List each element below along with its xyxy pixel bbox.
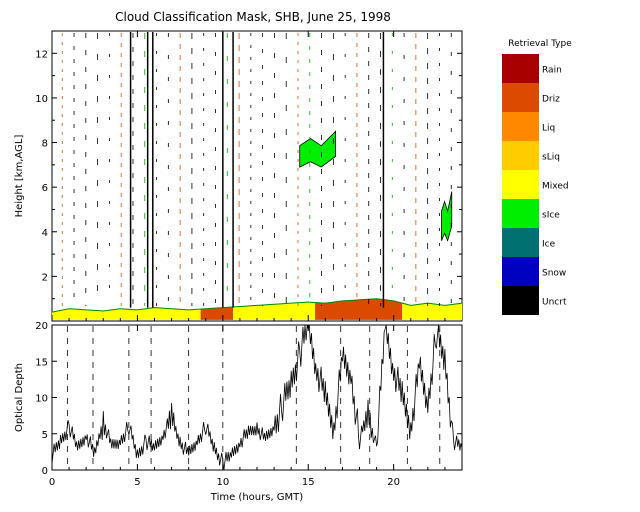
optical-depth-data <box>51 324 463 471</box>
legend-swatch-sliq <box>502 141 539 170</box>
height-axis-ticks: 2 4 6 8 10 12 <box>35 30 462 300</box>
legend-label-snow: Snow <box>542 269 566 279</box>
cloud-layer-mixed <box>52 307 201 320</box>
legend-label-mixed: Mixed <box>542 182 569 192</box>
sice-patch <box>441 191 453 242</box>
optical-depth-tick-label: 10 <box>35 394 48 405</box>
cloud-mask-panel: 2 4 6 8 10 12 Height [km,AGL] <box>14 30 463 322</box>
time-tick-label: 15 <box>302 477 315 488</box>
cloud-layer-driz <box>200 306 234 320</box>
height-axis-label: Height [km,AGL] <box>14 135 25 218</box>
legend-swatch-sice <box>502 199 539 228</box>
legend-swatch-mixed <box>502 170 539 199</box>
time-axis-label: Time (hours, GMT) <box>210 492 304 503</box>
time-tick-label: 20 <box>387 477 400 488</box>
legend-label-uncrt: Uncrt <box>542 298 567 308</box>
cloud-mask-plot-area <box>51 30 463 322</box>
height-tick-label: 10 <box>35 94 48 105</box>
cloud-mask-data <box>51 32 463 320</box>
legend-swatch-ice <box>502 228 539 257</box>
optical-depth-tick-label: 5 <box>42 430 48 441</box>
legend-label-sliq: sLiq <box>542 153 560 163</box>
height-tick-label: 4 <box>42 228 48 239</box>
time-axis-ticks: 0 5 10 15 20 <box>49 31 446 488</box>
legend-swatch-snow <box>502 257 539 286</box>
chart-title: Cloud Classification Mask, SHB, June 25,… <box>115 10 391 24</box>
cloud-layer-edge <box>51 298 463 313</box>
height-tick-label: 8 <box>42 139 48 150</box>
optical-depth-axis-ticks: 0 5 10 15 20 <box>35 321 462 477</box>
cloud-layer-driz <box>315 298 403 320</box>
optical-depth-axis-label: Optical Depth <box>14 363 25 432</box>
optical-depth-tick-label: 20 <box>35 321 48 332</box>
legend-swatch-liq <box>502 112 539 141</box>
legend-label-liq: Liq <box>542 124 555 134</box>
height-tick-label: 2 <box>42 272 48 283</box>
optical-depth-panel: 0 5 10 15 20 0 5 10 15 20 Optical Depth Time (ho… <box>14 31 463 503</box>
cloud-layer-mixed <box>402 303 462 320</box>
legend-label-sice: sIce <box>542 211 560 221</box>
time-tick-label: 10 <box>216 477 229 488</box>
time-tick-label: 5 <box>134 477 140 488</box>
height-tick-label: 6 <box>42 183 48 194</box>
optical-depth-tick-label: 0 <box>42 466 48 477</box>
legend-swatch-uncrt <box>502 286 539 315</box>
legend-swatch-driz <box>502 83 539 112</box>
legend-title: Retrieval Type <box>508 39 572 49</box>
legend-label-driz: Driz <box>542 95 560 105</box>
legend-label-rain: Rain <box>542 66 562 76</box>
optical-depth-line <box>51 324 463 471</box>
legend-swatch-rain <box>502 54 539 83</box>
retrieval-type-legend: Retrieval Type Rain Driz Liq sLiq Mixed sIce I… <box>502 39 572 315</box>
height-tick-label: 12 <box>35 49 48 60</box>
time-tick-label: 0 <box>49 477 55 488</box>
cloud-layer-mixed <box>233 302 316 320</box>
legend-label-ice: Ice <box>542 240 556 250</box>
sice-patch <box>299 130 336 168</box>
optical-depth-tick-label: 15 <box>35 357 48 368</box>
